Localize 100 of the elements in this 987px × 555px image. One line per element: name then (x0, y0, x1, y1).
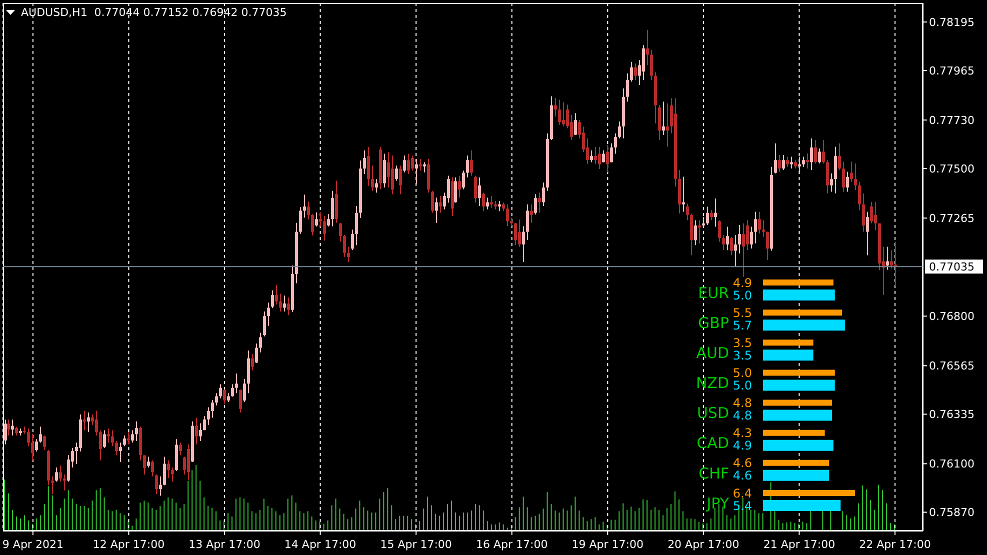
y-tick-label: CAD (696, 434, 729, 452)
candlestick (367, 146, 370, 186)
data-label: 4.9 (732, 276, 752, 290)
candlestick (514, 222, 517, 246)
candlestick (562, 102, 565, 127)
candlestick (419, 158, 422, 172)
candlestick (646, 29, 649, 66)
data-label: 4.9 (732, 438, 752, 453)
bar (763, 350, 814, 361)
candlestick (822, 140, 825, 164)
candlestick (526, 204, 529, 241)
candlestick (99, 430, 102, 461)
candlestick (458, 175, 461, 198)
candlestick (634, 63, 637, 81)
y-tick-label: 0.76800 (929, 310, 974, 324)
candlestick (694, 220, 697, 246)
candlestick (371, 165, 374, 192)
x-tick-label: 16 Apr 17:00 (476, 538, 548, 551)
candlestick (87, 412, 90, 433)
data-label: 5.0 (732, 378, 752, 393)
candlestick (95, 410, 98, 436)
candlestick (171, 467, 174, 482)
bar (763, 500, 841, 511)
bar (763, 490, 855, 496)
candlestick (698, 220, 701, 244)
candlestick (355, 206, 358, 246)
candlestick (35, 438, 38, 452)
y-tick-label: NZD (696, 374, 729, 392)
candlestick (167, 460, 170, 479)
candlestick (319, 212, 322, 228)
candlestick (790, 156, 793, 170)
candlestick (662, 101, 665, 136)
y-tick-label: 0.76565 (929, 360, 974, 373)
candlestick (395, 165, 398, 182)
candlestick (343, 234, 346, 258)
candlestick (706, 206, 709, 226)
candlestick (750, 226, 753, 249)
candlestick (722, 234, 725, 251)
candlestick (626, 72, 629, 102)
candlestick (830, 172, 833, 192)
chart-title: AUDUSD,H1 0.77044 0.77152 0.76942 0.77035 (21, 6, 287, 19)
bar (763, 310, 842, 316)
candlestick (275, 284, 278, 305)
candlestick (746, 220, 749, 251)
y-tick-label: AUD (696, 344, 729, 362)
data-label: 3.5 (732, 336, 752, 350)
x-tick-label: 19 Apr 17:00 (572, 538, 644, 551)
candlestick (255, 343, 258, 364)
candlestick (842, 161, 845, 192)
candlestick (347, 246, 350, 262)
candlestick (886, 246, 889, 270)
candlestick (466, 154, 469, 178)
candlestick (814, 140, 817, 164)
candlestick (159, 476, 162, 496)
candlestick (179, 442, 182, 456)
data-label: 4.3 (732, 426, 752, 440)
candlestick (63, 474, 66, 492)
candlestick (590, 150, 593, 163)
candlestick (11, 419, 14, 436)
bar (763, 410, 832, 421)
candlestick (7, 419, 10, 436)
candlestick (774, 142, 777, 174)
ref-line-label: 0.77035 (929, 260, 974, 274)
candlestick (271, 290, 274, 309)
candlestick (303, 194, 306, 218)
y-tick-label: 0.78195 (929, 16, 974, 29)
candlestick (478, 176, 481, 207)
candlestick (323, 215, 326, 242)
candlestick (610, 142, 613, 163)
y-tick-label: 0.77500 (929, 162, 974, 176)
y-tick-label: 0.77730 (929, 114, 974, 127)
candlestick (279, 293, 282, 312)
data-label: 4.6 (732, 468, 752, 483)
data-label: 4.6 (732, 456, 752, 470)
candlestick (534, 194, 537, 215)
candlestick (259, 332, 262, 353)
candlestick (407, 153, 410, 175)
candlestick (758, 211, 761, 234)
candlestick (838, 142, 841, 171)
candlestick (530, 204, 533, 224)
candlestick (826, 160, 829, 194)
y-tick-label: 0.77965 (929, 64, 974, 78)
candlestick (39, 426, 42, 444)
candlestick (163, 456, 166, 486)
candlestick (730, 236, 733, 256)
candlestick (462, 170, 465, 190)
x-tick-label: 14 Apr 17:00 (284, 538, 356, 551)
candlestick (854, 162, 857, 191)
candlestick (107, 428, 110, 444)
candlestick (762, 220, 765, 238)
bar (763, 440, 834, 451)
candlestick (4, 419, 7, 445)
bar (763, 460, 830, 466)
candlestick (666, 102, 669, 148)
candlestick (195, 417, 198, 445)
candlestick (447, 175, 450, 204)
candlestick (710, 210, 713, 221)
bar (763, 470, 830, 481)
x-tick-label: 12 Apr 17:00 (92, 538, 165, 551)
bar (763, 340, 814, 346)
